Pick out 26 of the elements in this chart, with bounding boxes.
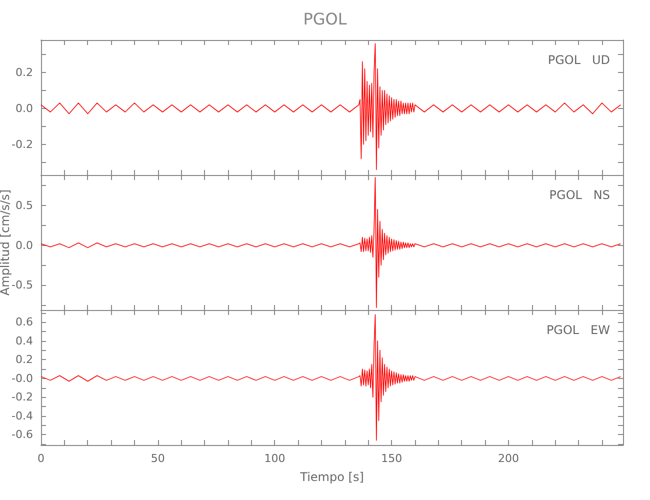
y-tick-label: -0.5	[12, 278, 33, 292]
line-series	[40, 314, 622, 441]
y-tick-label: 0.2	[16, 353, 33, 366]
y-tick-label: 0.0	[16, 102, 33, 115]
x-tick-label: 50	[150, 452, 165, 465]
x-tick-label: 0	[38, 452, 44, 465]
y-tick-label: 0.6	[16, 316, 33, 329]
y-tick-label: 0.5	[16, 198, 33, 212]
annotation: PGOL EW	[546, 323, 610, 337]
x-tick-label: 150	[381, 452, 402, 465]
y-tick-label: 0.0	[16, 238, 33, 252]
y-tick-label: -0.2	[12, 138, 33, 151]
y-tick-label: -0.6	[12, 428, 33, 442]
y-axis-title: Amplitud [cm/s/s]	[0, 189, 12, 296]
line-series	[40, 43, 622, 170]
y-tick-label: -0.4	[12, 409, 33, 422]
annotation: PGOL UD	[548, 53, 610, 67]
y-tick-label: -0.2	[12, 390, 33, 404]
x-axis-title: Tiempo [s]	[299, 470, 364, 484]
y-tick-label: 0.4	[16, 334, 33, 348]
chart-title: PGOL	[303, 10, 347, 28]
x-tick-label: 100	[264, 452, 286, 465]
y-tick-label: -0.0	[12, 372, 33, 385]
y-tick-label: 0.2	[16, 66, 33, 79]
annotation: PGOL NS	[549, 188, 610, 202]
x-tick-label: 200	[498, 452, 519, 465]
